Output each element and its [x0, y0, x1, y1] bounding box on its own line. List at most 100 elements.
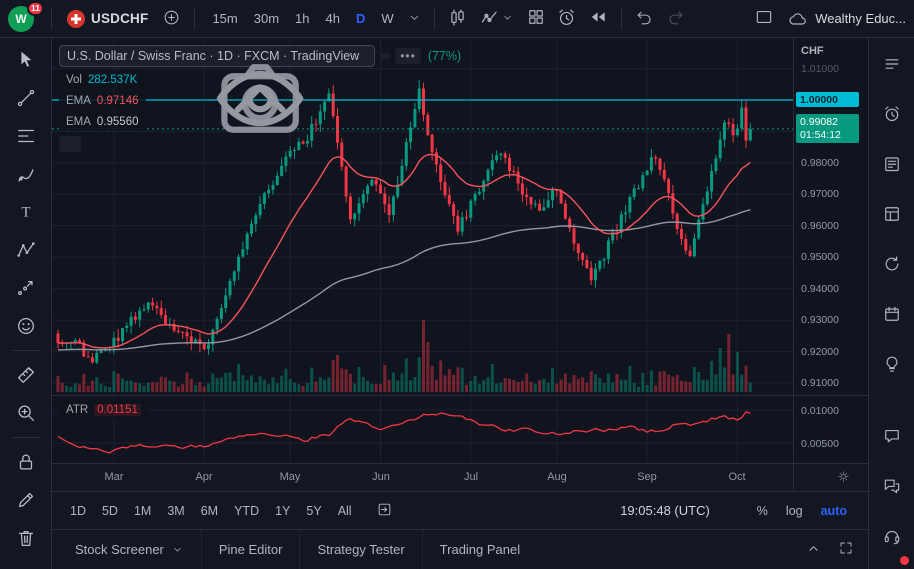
fib-retracement-tool-button[interactable]	[9, 122, 43, 150]
symbol-switcher-button[interactable]: USDCHF	[61, 7, 154, 31]
ema-fast-legend[interactable]: EMA 0.97146	[59, 92, 146, 109]
scale-log-button[interactable]: log	[779, 502, 810, 520]
timeframe-d-button[interactable]: D	[348, 7, 373, 30]
time-axis[interactable]: Mar Apr May Jun Jul Aug Sep Oct	[52, 463, 793, 491]
cloud-account-menu[interactable]: Wealthy Educ...	[788, 9, 906, 29]
ema-slow-label: EMA	[66, 115, 91, 128]
volume-legend[interactable]: Vol 282.537K	[59, 71, 145, 88]
time-axis-label: Aug	[547, 471, 567, 483]
tab-strategy-tester[interactable]: Strategy Tester	[299, 530, 421, 569]
create-alert-button[interactable]	[553, 5, 581, 33]
edit-icon	[15, 489, 37, 511]
clock[interactable]: 19:05:48 (UTC)	[620, 503, 710, 518]
ema-slow-legend[interactable]: EMA 0.95560	[59, 113, 146, 130]
currency-label[interactable]: CHF	[801, 45, 824, 57]
zoom-in-tool-button[interactable]	[9, 399, 43, 427]
goto-date-button[interactable]	[376, 501, 393, 521]
watchlist-widget-button[interactable]	[877, 50, 907, 78]
emoji-tool-button[interactable]	[9, 312, 43, 340]
toolbar-separator	[194, 7, 196, 30]
date-range-group: 1D 5D 1M 3M 6M YTD 1Y 5Y All	[62, 501, 360, 521]
chart-style-button[interactable]	[444, 5, 472, 33]
timeframe-menu-button[interactable]	[405, 5, 425, 33]
cursor-tool-button[interactable]	[9, 46, 43, 74]
help-button[interactable]	[877, 522, 907, 550]
bar-replay-button[interactable]	[584, 5, 612, 33]
layout-button[interactable]	[522, 5, 550, 33]
tab-pine-editor[interactable]: Pine Editor	[200, 530, 300, 569]
public-chat-widget-button[interactable]	[877, 422, 907, 450]
text-tool-button[interactable]: T	[9, 198, 43, 226]
bottom-toolbar: 1D 5D 1M 3M 6M YTD 1Y 5Y All 19:05:48 (UTC) % log…	[52, 491, 868, 529]
series-more-button[interactable]: •••	[395, 48, 421, 64]
scale-percent-button[interactable]: %	[750, 502, 775, 520]
chevron-up-icon	[805, 545, 822, 560]
price-tick-label: 0.94000	[801, 283, 839, 295]
grid-layout-icon	[526, 7, 546, 30]
brush-tool-button[interactable]	[9, 160, 43, 188]
legend-collapse-button[interactable]	[59, 84, 286, 152]
ideas-widget-button[interactable]	[877, 350, 907, 378]
atr-indicator-pane[interactable]: ATR 0.01151	[52, 395, 793, 463]
private-chat-widget-button[interactable]	[877, 472, 907, 500]
edit-tool-button[interactable]	[9, 486, 43, 514]
multichart-layout-button[interactable]	[750, 5, 778, 33]
panel-tab-list: Stock Screener Pine Editor Strategy Tester…	[52, 530, 537, 569]
text-icon: T	[15, 201, 37, 223]
undo-button[interactable]	[631, 5, 659, 33]
private-chat-icon	[882, 476, 902, 496]
alerts-widget-button[interactable]	[877, 100, 907, 128]
scale-auto-button[interactable]: auto	[814, 502, 854, 520]
range-5y-button[interactable]: 5Y	[298, 501, 329, 521]
notification-badge: 11	[27, 0, 44, 16]
range-1m-button[interactable]: 1M	[126, 501, 159, 521]
atr-scale[interactable]: 0.01000 0.00500	[794, 395, 868, 463]
price-change-percent: (77%)	[427, 49, 462, 63]
timeframe-4h-button[interactable]: 4h	[318, 7, 348, 30]
indicators-button[interactable]	[475, 5, 519, 33]
drawing-toolbar: T	[0, 38, 52, 569]
compare-add-button[interactable]	[157, 5, 185, 33]
range-all-button[interactable]: All	[330, 501, 360, 521]
panel-maximize-button[interactable]	[838, 540, 854, 559]
bar-countdown: 01:54:12	[800, 128, 841, 141]
main-chart-pane[interactable]: U.S. Dollar / Swiss Franc · 1D · FXCM · …	[52, 38, 793, 395]
trendline-tool-button[interactable]	[9, 84, 43, 112]
series-title-text: U.S. Dollar / Swiss Franc · 1D · FXCM · …	[67, 49, 360, 63]
chart-column: U.S. Dollar / Swiss Franc · 1D · FXCM · …	[52, 38, 868, 569]
forecast-tool-button[interactable]	[9, 274, 43, 302]
news-icon	[882, 154, 902, 174]
range-5d-button[interactable]: 5D	[94, 501, 126, 521]
range-3m-button[interactable]: 3M	[159, 501, 192, 521]
main-row: T U.S. Dollar / Swiss Franc · 1D · FXCM …	[0, 38, 914, 569]
brush-icon	[15, 163, 37, 185]
level-price-label: 1.00000	[796, 92, 859, 107]
hotlist-widget-button[interactable]	[877, 250, 907, 278]
range-ytd-button[interactable]: YTD	[226, 501, 267, 521]
timeframe-15m-button[interactable]: 15m	[204, 7, 245, 30]
account-menu-button[interactable]: W 11	[8, 0, 44, 33]
tab-trading-panel[interactable]: Trading Panel	[421, 530, 537, 569]
timeframe-30m-button[interactable]: 30m	[246, 7, 287, 30]
axis-settings-button[interactable]	[794, 463, 868, 491]
range-1d-button[interactable]: 1D	[62, 501, 94, 521]
tab-stock-screener[interactable]: Stock Screener	[58, 530, 201, 569]
measure-icon	[15, 364, 37, 386]
xabcd-pattern-tool-button[interactable]	[9, 236, 43, 264]
toolbar-more-button[interactable]	[9, 562, 43, 569]
undo-icon	[635, 8, 654, 30]
atr-legend[interactable]: ATR 0.01151	[59, 401, 148, 418]
data-window-widget-button[interactable]	[877, 200, 907, 228]
price-scale[interactable]: CHF 1.00000 0.99082 01:54:12 1.01000 0.98…	[794, 38, 868, 395]
panel-open-button[interactable]	[805, 540, 822, 560]
lock-tool-button[interactable]	[9, 448, 43, 476]
news-widget-button[interactable]	[877, 150, 907, 178]
timeframe-1h-button[interactable]: 1h	[287, 7, 317, 30]
range-6m-button[interactable]: 6M	[193, 501, 226, 521]
range-1y-button[interactable]: 1Y	[267, 501, 298, 521]
timeframe-w-button[interactable]: W	[373, 7, 401, 30]
remove-drawings-tool-button[interactable]	[9, 524, 43, 552]
measure-tool-button[interactable]	[9, 361, 43, 389]
redo-button[interactable]	[662, 5, 690, 33]
calendar-widget-button[interactable]	[877, 300, 907, 328]
